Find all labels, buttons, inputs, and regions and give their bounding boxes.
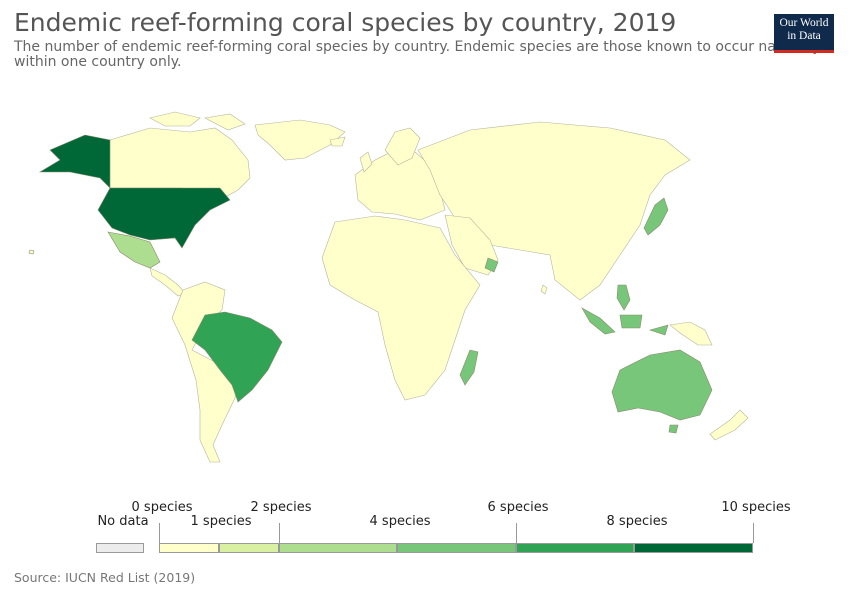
region-japan[interactable] <box>643 197 669 236</box>
region-arctic-islands[interactable] <box>149 111 246 131</box>
region-indonesia[interactable] <box>581 307 669 336</box>
logo-line-1: Our World <box>779 17 829 29</box>
legend-swatch-2-4[interactable] <box>279 543 397 553</box>
region-alaska[interactable] <box>38 134 111 189</box>
region-south-america[interactable] <box>171 281 241 463</box>
owid-logo[interactable]: Our World in Data <box>774 14 834 50</box>
legend-no-data-label: No data <box>97 514 149 529</box>
legend-swatch-no-data[interactable] <box>96 543 144 553</box>
legend-swatch-6-8[interactable] <box>516 543 634 553</box>
chart-title: Endemic reef-forming coral species by co… <box>14 8 677 37</box>
legend-label-2: 2 species <box>250 500 312 515</box>
source-note: Source: IUCN Red List (2019) <box>14 570 196 585</box>
legend-label-1: 1 species <box>190 514 252 529</box>
color-legend: No data 0 species 2 species 6 species 10… <box>0 495 850 560</box>
region-brazil[interactable] <box>191 311 283 403</box>
region-australia[interactable] <box>611 349 713 421</box>
logo-accent-bar <box>774 50 834 53</box>
legend-swatch-4-6[interactable] <box>397 543 516 553</box>
legend-label-4: 4 species <box>369 514 431 529</box>
chart-subtitle: The number of endemic reef-forming coral… <box>14 39 821 70</box>
region-new-guinea[interactable] <box>669 321 713 346</box>
region-greenland[interactable] <box>254 119 346 161</box>
legend-label-10: 10 species <box>721 500 791 515</box>
region-hawaii[interactable] <box>28 249 35 255</box>
legend-swatch-0-1[interactable] <box>159 543 219 553</box>
legend-label-6: 6 species <box>487 500 549 515</box>
region-united-states[interactable] <box>97 187 231 249</box>
legend-tick <box>753 523 754 543</box>
region-africa[interactable] <box>321 215 481 401</box>
region-uk[interactable] <box>329 136 373 173</box>
region-madagascar[interactable] <box>459 349 479 386</box>
legend-tick <box>516 523 517 543</box>
region-central-america[interactable] <box>149 267 186 297</box>
logo-line-2: in Data <box>787 30 821 42</box>
region-new-zealand[interactable] <box>709 409 749 441</box>
legend-tick <box>159 523 160 543</box>
region-sri-lanka[interactable] <box>540 284 548 295</box>
region-scandinavia[interactable] <box>384 127 421 166</box>
legend-tick <box>279 523 280 543</box>
region-oman[interactable] <box>484 257 499 273</box>
legend-swatch-8-10[interactable] <box>634 543 753 553</box>
region-tasmania[interactable] <box>668 424 679 434</box>
world-map[interactable] <box>0 90 850 480</box>
legend-swatch-1-2[interactable] <box>219 543 279 553</box>
legend-label-0: 0 species <box>131 500 193 515</box>
region-philippines[interactable] <box>616 284 631 311</box>
legend-label-8: 8 species <box>606 514 668 529</box>
region-mexico[interactable] <box>107 231 161 269</box>
